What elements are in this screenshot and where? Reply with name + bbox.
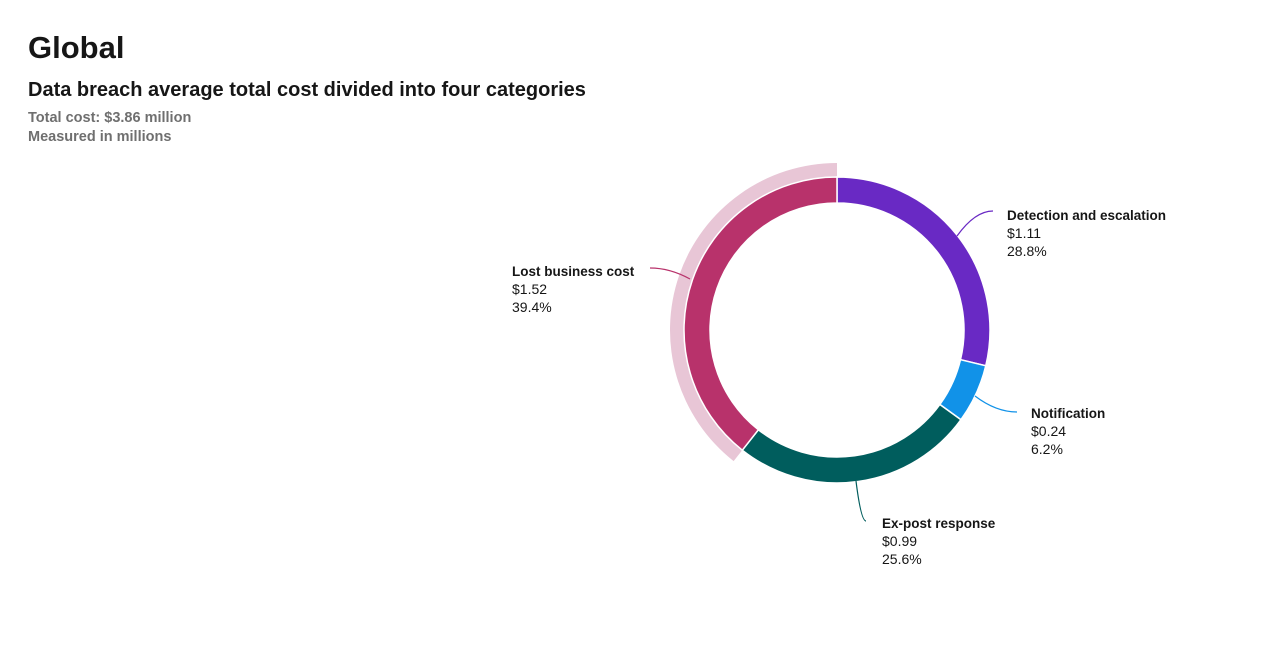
- slice-label-lost-business-cost: Lost business cost: [512, 264, 635, 279]
- leader-line-lost-business-cost: [649, 267, 691, 280]
- slice-value-detection-and-escalation: $1.11: [1007, 225, 1041, 241]
- highlight-halo-layer: [669, 163, 837, 462]
- chart-title: Global: [28, 30, 125, 65]
- slice-label-notification: Notification: [1031, 406, 1105, 421]
- slice-label-ex-post-response: Ex-post response: [882, 516, 996, 531]
- unit-note: Measured in millions: [28, 129, 172, 145]
- leader-line-ex-post-response: [855, 480, 867, 522]
- slice-value-lost-business-cost: $1.52: [512, 281, 547, 297]
- leader-line-detection-and-escalation: [956, 210, 994, 237]
- slice-value-notification: $0.24: [1031, 423, 1066, 439]
- label-layer: Detection and escalation $1.11 28.8% Notifi…: [512, 208, 1166, 567]
- slice-lost-business-cost[interactable]: [683, 176, 838, 452]
- slice-percent-ex-post-response: 25.6%: [882, 551, 922, 567]
- leader-line-layer: [649, 210, 1018, 522]
- slice-ex-post-response[interactable]: [741, 403, 962, 484]
- leader-line-notification: [974, 395, 1018, 413]
- slice-percent-notification: 6.2%: [1031, 441, 1063, 457]
- slice-halo-lost-business-cost: [669, 163, 837, 462]
- slice-percent-lost-business-cost: 39.4%: [512, 299, 552, 315]
- slice-percent-detection-and-escalation: 28.8%: [1007, 243, 1047, 259]
- slice-label-detection-and-escalation: Detection and escalation: [1007, 208, 1166, 223]
- slice-detection-and-escalation[interactable]: [836, 176, 991, 367]
- total-cost-note: Total cost: $3.86 million: [28, 110, 192, 126]
- chart-subtitle: Data breach average total cost divided i…: [28, 79, 586, 101]
- slice-layer: [683, 176, 991, 484]
- slice-value-ex-post-response: $0.99: [882, 533, 917, 549]
